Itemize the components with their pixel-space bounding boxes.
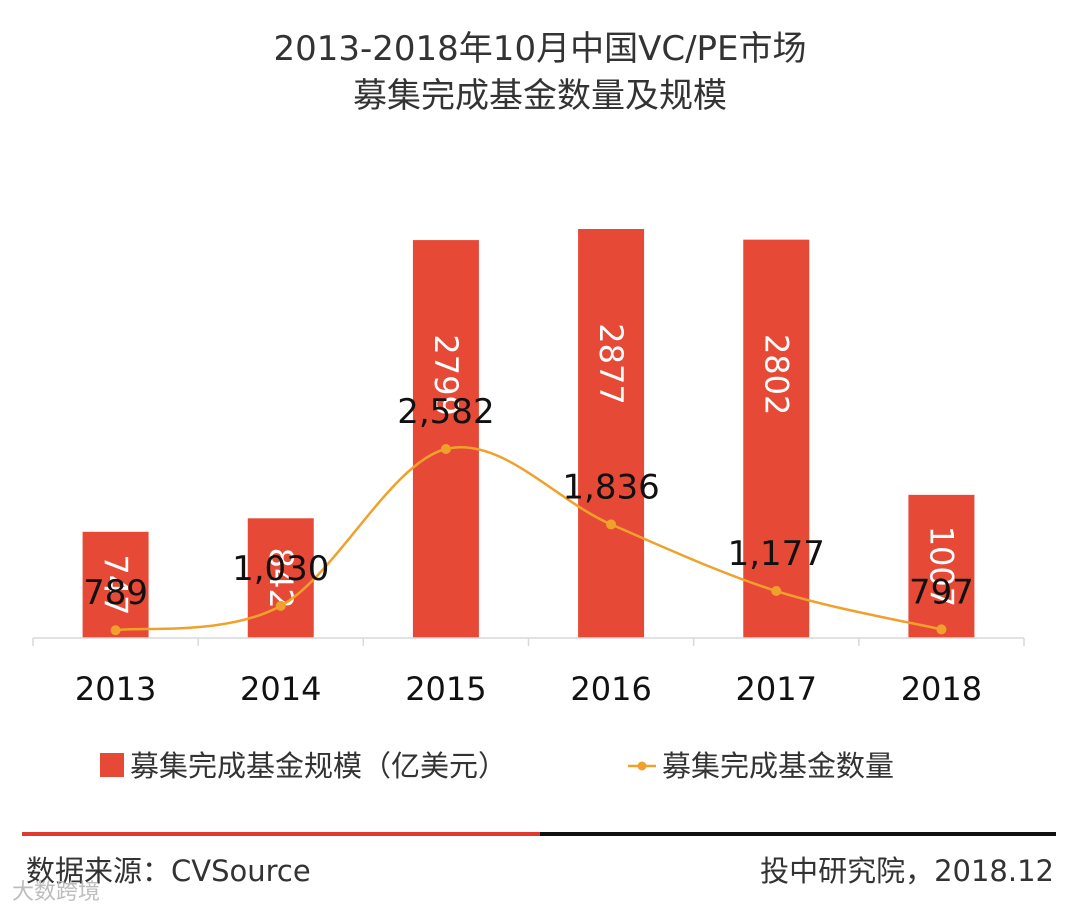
bar [908,494,975,638]
bar-value-label: 1007 [922,526,960,607]
bar [743,239,810,638]
bar-value-label: 747 [97,554,135,615]
bar-value-label: 2802 [757,334,795,415]
bar-value-label: 2877 [592,323,630,404]
bar [82,531,149,638]
x-axis-labels: 2013 2014 2015 2016 2017 2018 [75,670,982,708]
line-point [771,586,782,597]
footer-rule-red [22,832,540,836]
bar [578,229,645,638]
line-point [440,444,451,454]
line-value-label: 2,582 [397,392,494,432]
line-series-path [115,446,942,632]
line-value-label: 1,836 [562,467,659,507]
x-axis-label: 2017 [736,670,817,708]
x-axis-ticks [32,638,1025,646]
line-value-label: 797 [909,572,974,612]
legend-bar-label: 募集完成基金规模（亿美元） [130,749,507,783]
footer-rule-black [540,832,1056,836]
line-point [275,600,286,611]
x-axis-label: 2013 [75,670,156,708]
legend-bar-swatch [100,753,124,777]
line-point [110,625,121,636]
line-point [606,519,617,530]
line-value-label: 789 [83,573,148,613]
x-axis-label: 2015 [405,670,486,708]
chart-title-line1: 2013-2018年10月中国VC/PE市场 [273,29,806,69]
legend-line-label: 募集完成基金数量 [662,749,894,783]
x-axis-label: 2014 [240,670,321,708]
bar-value-label: 2799 [427,334,465,415]
footer-source: 数据来源：CVSource [26,854,311,888]
line-value-label: 1,030 [232,549,329,589]
footer-credit: 投中研究院，2018.12 [760,854,1054,888]
chart-title-line2: 募集完成基金数量及规模 [353,76,727,116]
line-series: 789 1,030 2,582 1,836 1,177 797 [83,392,974,636]
x-axis-label: 2016 [570,670,651,708]
bar [247,518,314,638]
bar [412,240,479,639]
line-value-label: 1,177 [728,534,825,574]
legend: 募集完成基金规模（亿美元） 募集完成基金数量 [100,749,894,783]
legend-line-marker [637,761,647,771]
watermark: 大数跨境 [12,880,101,905]
x-axis-label: 2018 [901,670,982,708]
line-point [936,624,947,635]
